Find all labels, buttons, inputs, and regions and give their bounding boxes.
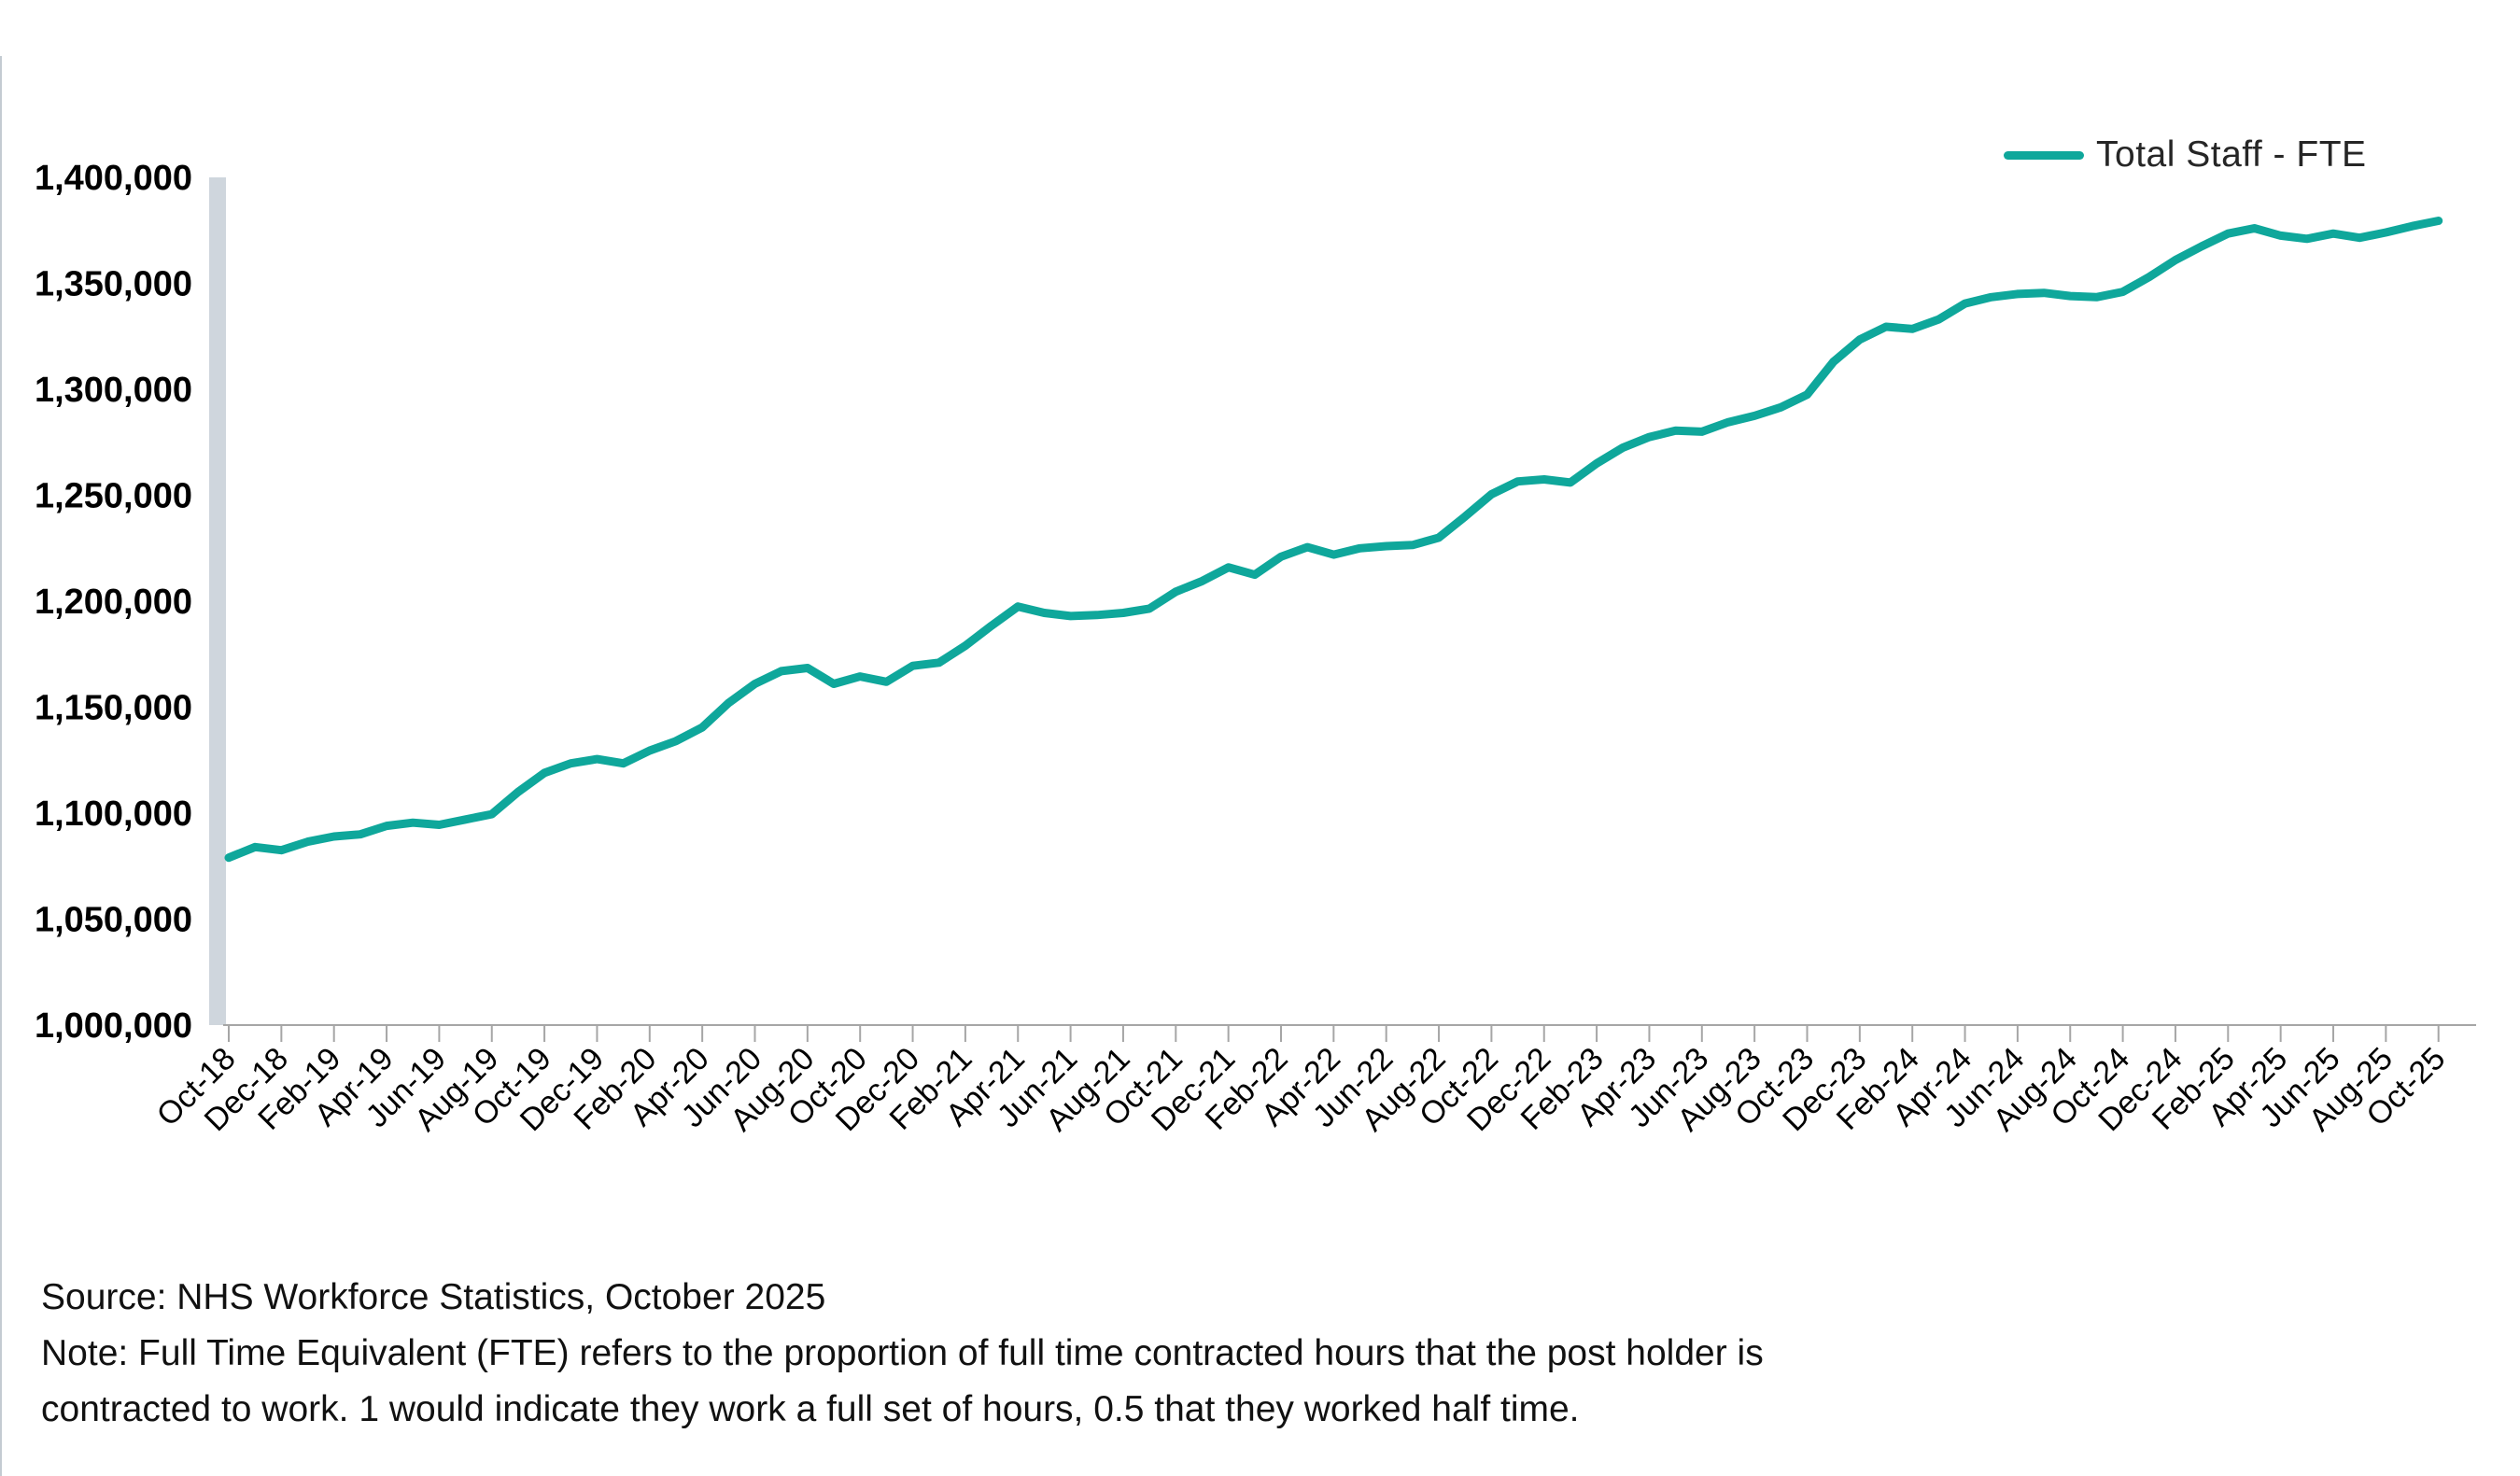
legend: Total Staff - FTE <box>2004 134 2367 176</box>
x-axis-labels: Oct-18Dec-18Feb-19Apr-19Jun-19Aug-19Oct-… <box>150 1041 2453 1138</box>
total-staff-fte-line <box>224 217 2443 863</box>
note-text-line1: Note: Full Time Equivalent (FTE) refers … <box>41 1333 1764 1373</box>
footnote: Source: NHS Workforce Statistics, Octobe… <box>41 1270 2431 1438</box>
y-axis-tick-label: 1,150,000 <box>35 689 192 728</box>
y-axis-tick-label: 1,400,000 <box>35 159 192 198</box>
y-axis-tick-label: 1,300,000 <box>35 371 192 410</box>
legend-line-swatch <box>2004 150 2084 160</box>
y-axis-tick-label: 1,350,000 <box>35 265 192 304</box>
y-axis-tick-label: 1,000,000 <box>35 1006 192 1046</box>
y-axis-tick-label: 1,200,000 <box>35 583 192 622</box>
y-axis-tick-label: 1,250,000 <box>35 477 192 516</box>
legend-label: Total Staff - FTE <box>2096 134 2367 175</box>
note-text-line2: contracted to work. 1 would indicate the… <box>41 1389 1580 1429</box>
y-axis-highlight-bar <box>209 177 226 1025</box>
x-axis-ticks <box>228 1025 2440 1042</box>
y-axis-labels: 1,400,000 1,350,000 1,300,000 1,250,000 1,20… <box>35 159 192 1046</box>
y-axis-tick-label: 1,100,000 <box>35 794 192 834</box>
source-text: Source: NHS Workforce Statistics, Octobe… <box>41 1277 826 1317</box>
y-axis-tick-label: 1,050,000 <box>35 901 192 940</box>
